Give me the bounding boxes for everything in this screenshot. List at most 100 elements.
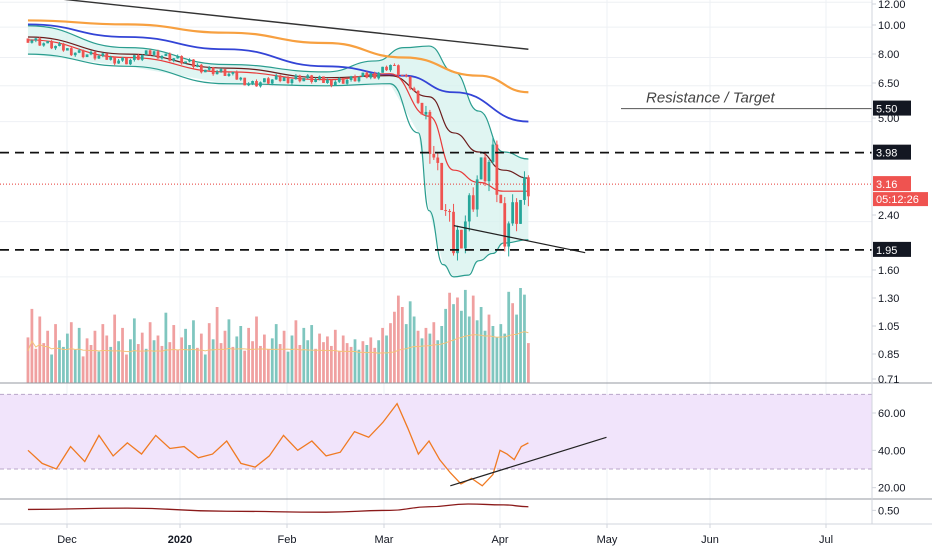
volume-bar	[199, 333, 203, 383]
volume-bar	[314, 348, 317, 383]
volume-bar	[152, 340, 156, 383]
candle-body	[393, 64, 396, 66]
volume-bar	[424, 327, 428, 383]
volume-bar	[333, 329, 337, 383]
volume-bar	[385, 335, 388, 383]
volume-bar	[38, 316, 42, 383]
candle-body	[129, 59, 132, 65]
volume-bar	[58, 340, 61, 383]
candle-body	[58, 43, 61, 46]
volume-bar	[326, 336, 329, 383]
volume-bar	[294, 320, 298, 383]
volume-bar	[164, 312, 168, 383]
candle-body	[310, 75, 314, 82]
candle-body	[349, 76, 353, 80]
candle-body	[432, 153, 436, 158]
volume-bar	[144, 348, 148, 383]
candle-body	[377, 72, 381, 79]
price-tick-label: 1.30	[878, 293, 899, 305]
volume-bar	[349, 346, 353, 383]
candle-body	[125, 57, 128, 65]
volume-bar	[353, 339, 357, 383]
time-axis-label: Feb	[278, 534, 297, 546]
price-tick-label: 10.00	[878, 20, 906, 32]
candle-body	[294, 75, 298, 80]
candle-body	[176, 56, 180, 59]
candle-body	[65, 48, 69, 51]
volume-bar	[329, 345, 333, 383]
volume-bar	[231, 346, 235, 383]
volume-bar	[440, 326, 444, 383]
candle-body	[30, 40, 34, 43]
volume-bar	[302, 327, 306, 383]
volume-bar	[361, 341, 365, 383]
candle-body	[463, 221, 467, 249]
volume-bar	[85, 338, 89, 383]
volume-bar	[180, 337, 184, 383]
candle-body	[471, 195, 475, 210]
volume-bar	[176, 349, 180, 383]
bollinger-lower-line	[27, 53, 529, 278]
candle-body	[231, 72, 235, 74]
candle-body	[495, 144, 499, 195]
candle-body	[255, 81, 258, 87]
volume-bar	[259, 345, 262, 383]
volume-bar	[77, 327, 81, 383]
volume-bar	[251, 341, 254, 383]
price-tick-label: 0.85	[878, 349, 899, 361]
bollinger-upper-line	[27, 25, 529, 160]
candle-body	[251, 81, 254, 84]
sma-200-line	[27, 19, 529, 94]
candle-body	[270, 79, 274, 84]
volume-bar	[69, 322, 73, 383]
volume-bar	[156, 335, 160, 383]
candle-body	[160, 55, 164, 59]
rsi-trendline	[450, 436, 607, 487]
volume-bar	[483, 330, 487, 383]
candle-body	[424, 111, 428, 115]
time-axis-label: Mar	[375, 534, 394, 546]
candle-body	[361, 72, 365, 77]
volume-bar	[467, 316, 471, 383]
volume-bar	[475, 320, 479, 383]
volume-bar	[121, 327, 124, 383]
volume-bar	[310, 325, 314, 383]
candle-body	[77, 50, 81, 53]
candle-body	[314, 79, 317, 82]
candle-body	[436, 157, 440, 163]
candle-body	[483, 157, 487, 182]
time-axis-label: Jun	[701, 534, 719, 546]
rsi-tick-label: 60.00	[878, 408, 906, 420]
candle-body	[93, 51, 97, 59]
candle-body	[266, 78, 270, 84]
volume-bar	[148, 322, 152, 383]
candle-body	[404, 75, 408, 77]
volume-bar	[341, 335, 345, 383]
candle-body	[50, 41, 53, 49]
bollinger-band-fill	[27, 25, 529, 277]
candle-body	[109, 56, 113, 60]
volume-bar	[337, 350, 341, 383]
volume-bar	[400, 307, 404, 383]
candle-body	[211, 67, 215, 75]
countdown-label: 05:12:26	[876, 194, 919, 206]
resistance-price-label: 5.50	[876, 104, 897, 116]
candle-body	[97, 55, 101, 59]
candle-body	[168, 53, 172, 61]
candle-body	[215, 71, 219, 75]
candle-body	[333, 81, 337, 86]
candle-body	[507, 223, 511, 247]
candle-body	[491, 144, 495, 162]
volume-bar	[290, 335, 294, 383]
upper-level-price-label: 3.98	[876, 148, 897, 160]
volume-bar	[50, 354, 53, 383]
candle-body	[144, 50, 148, 56]
lower-level-price-label-bg	[873, 241, 911, 257]
candle-body	[89, 51, 93, 55]
volume-bar	[270, 338, 274, 383]
candle-body	[81, 50, 85, 58]
price-tick-label: 2.40	[878, 210, 899, 222]
volume-bar	[255, 316, 258, 383]
candle-body	[54, 45, 57, 49]
